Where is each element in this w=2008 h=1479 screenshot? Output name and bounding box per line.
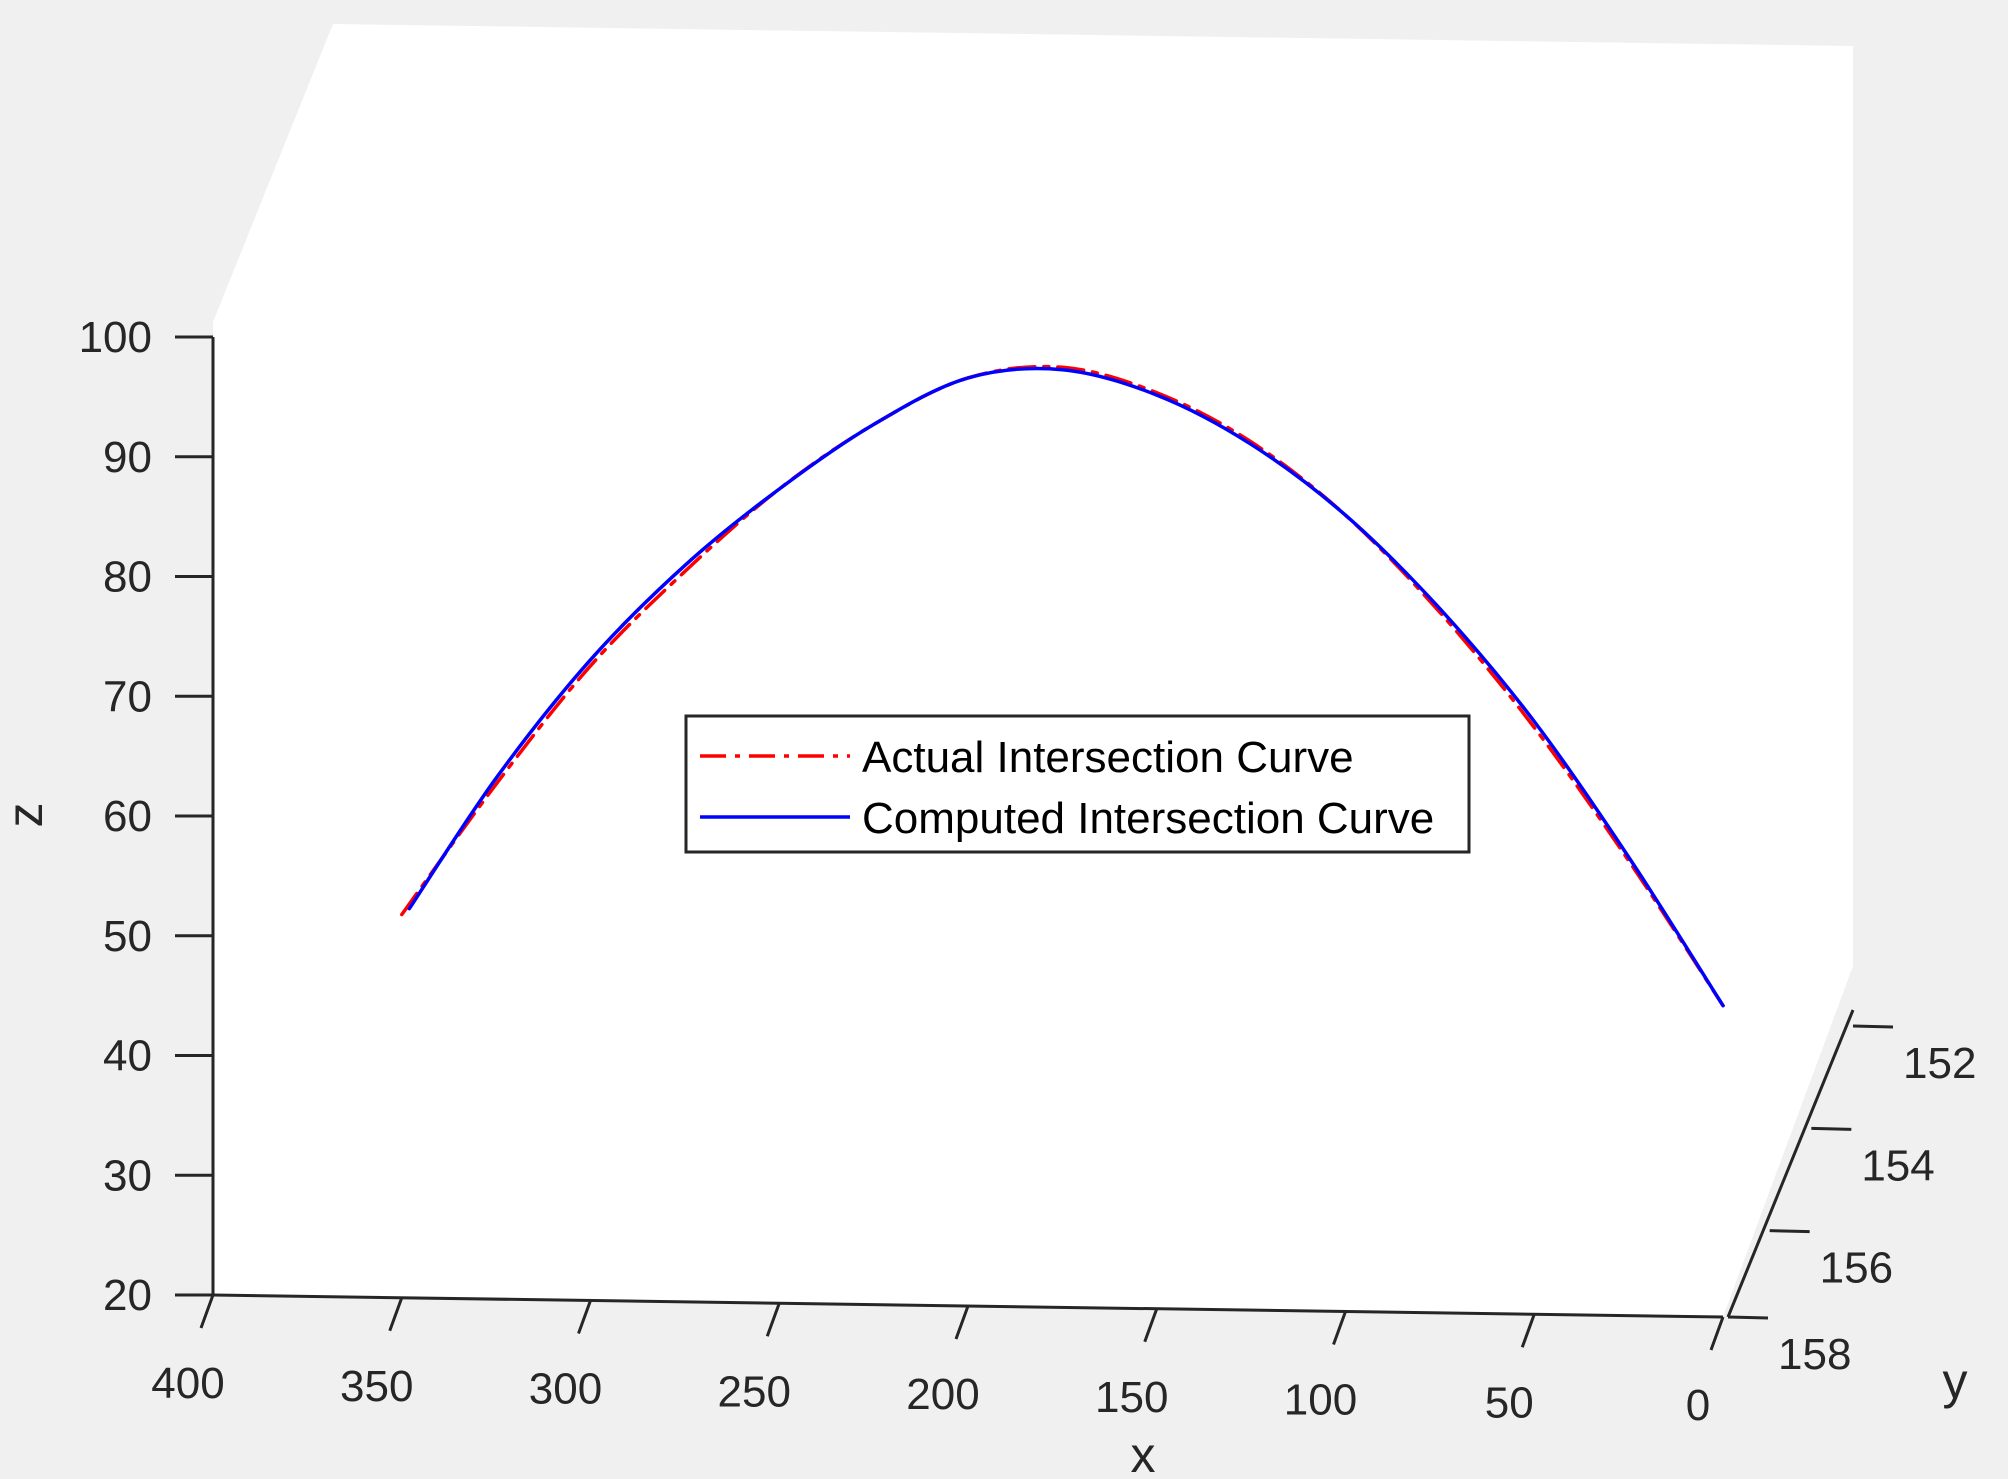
x-tick xyxy=(1143,1308,1159,1343)
y-tick xyxy=(1852,1024,1894,1029)
z-tick-label: 30 xyxy=(103,1151,152,1200)
y-tick-label: 154 xyxy=(1861,1141,1934,1190)
x-tick-label: 0 xyxy=(1686,1381,1710,1430)
y-tick xyxy=(1811,1126,1852,1131)
z-tick-label: 40 xyxy=(103,1032,152,1081)
x-tick xyxy=(1332,1310,1347,1346)
x-tick-label: 50 xyxy=(1485,1378,1534,1427)
x-tick xyxy=(199,1294,215,1329)
y-axis-line xyxy=(1726,1009,1855,1318)
z-tick-label: 80 xyxy=(103,553,152,602)
y-axis-title: y xyxy=(1943,1353,1968,1409)
z-axis-title: z xyxy=(0,803,53,828)
axes-layer: 100 90 80 70 60 50 40 30 20 400 350 300 250 200 150 100… xyxy=(0,313,1976,1479)
y-tick-label: 152 xyxy=(1903,1039,1976,1088)
y-tick-label: 158 xyxy=(1778,1330,1851,1379)
x-tick xyxy=(1709,1316,1725,1351)
legend: Actual Intersection Curve Computed Inter… xyxy=(684,714,1471,854)
y-tick xyxy=(1769,1229,1810,1234)
y-tick xyxy=(1727,1315,1769,1320)
z-tick-label: 20 xyxy=(103,1271,152,1320)
x-tick-label: 150 xyxy=(1095,1373,1168,1422)
x-axis-title: x xyxy=(1131,1427,1156,1479)
x-tick-label: 300 xyxy=(529,1365,602,1414)
legend-label-computed: Computed Intersection Curve xyxy=(862,794,1434,843)
series-layer xyxy=(400,364,1725,1008)
x-tick-label: 250 xyxy=(718,1367,791,1416)
y-tick-label: 156 xyxy=(1820,1244,1893,1293)
plot-area xyxy=(213,24,1853,1317)
x-tick xyxy=(765,1302,781,1337)
x-tick-label: 200 xyxy=(906,1370,979,1419)
x-tick-label: 100 xyxy=(1284,1376,1357,1425)
x-tick xyxy=(954,1305,970,1340)
z-tick-label: 90 xyxy=(103,433,152,482)
x-tick xyxy=(388,1297,404,1332)
x-tick-label: 350 xyxy=(340,1362,413,1411)
z-tick-label: 60 xyxy=(103,792,152,841)
series-line-actual xyxy=(400,364,1725,1008)
series-line-computed xyxy=(407,366,1725,1008)
z-tick-label: 70 xyxy=(103,672,152,721)
x-tick xyxy=(1520,1313,1536,1348)
x-tick-label: 400 xyxy=(151,1359,224,1408)
legend-label-actual: Actual Intersection Curve xyxy=(862,733,1354,782)
x-tick xyxy=(577,1299,592,1335)
z-tick-label: 100 xyxy=(79,313,152,362)
z-tick-label: 50 xyxy=(103,912,152,961)
legend-box xyxy=(684,714,1471,854)
